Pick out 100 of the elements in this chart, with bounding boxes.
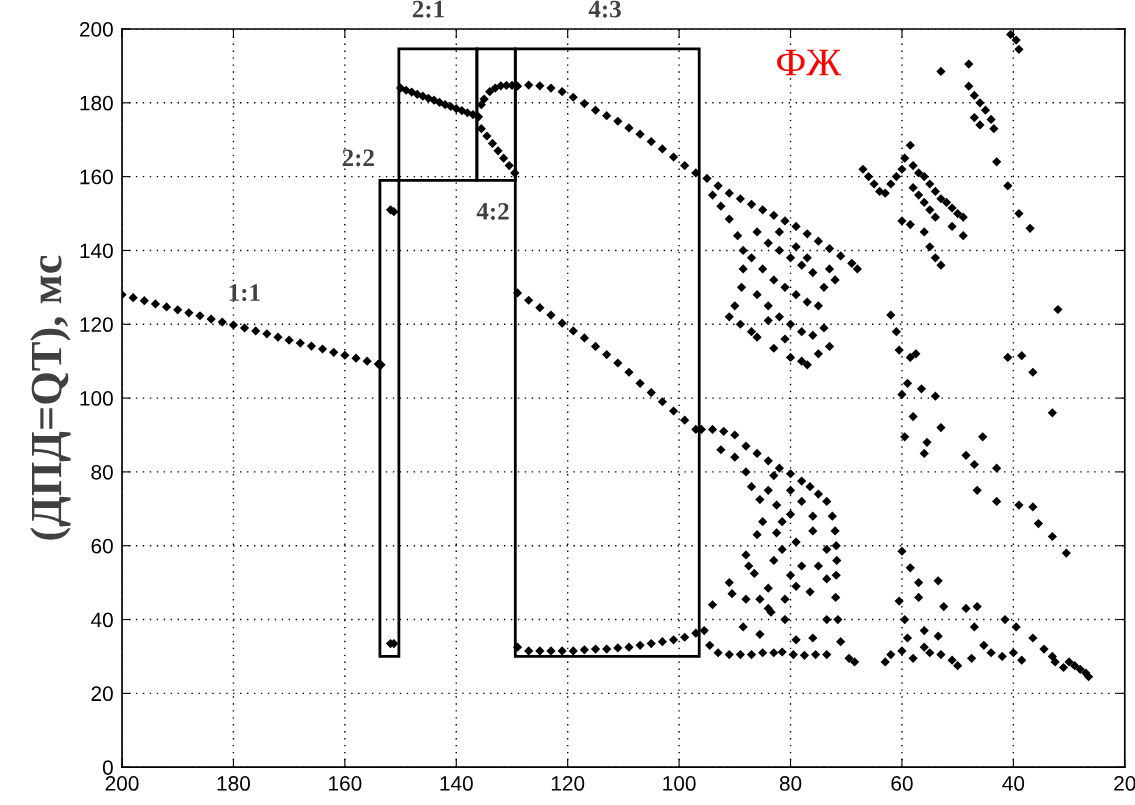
point [953,661,963,671]
point [485,87,495,97]
point [1058,662,1069,673]
point [195,311,205,321]
point [979,640,989,650]
x-tick-label: 200 [105,776,139,791]
y-tick-label: 20 [91,686,113,702]
point [546,646,556,656]
point [579,333,590,343]
annotation: 4:2 [476,202,509,220]
point [894,596,904,606]
point [568,326,578,336]
point [206,314,216,324]
point [482,131,492,141]
point [947,655,957,665]
point [635,129,645,139]
y-tick-label: 40 [90,612,113,628]
point [939,602,949,612]
point [557,318,567,328]
y-tick-label: 140 [80,243,113,259]
point [557,87,567,97]
point [139,296,149,306]
point [914,578,924,588]
point [504,160,514,171]
point [524,646,534,656]
point [473,112,484,122]
x-tick-label: 140 [440,776,473,791]
point [317,344,328,354]
point [510,168,520,178]
point [173,305,183,315]
point [925,648,935,658]
point [499,153,509,163]
point [657,144,667,154]
point [657,637,667,647]
point [284,335,294,345]
point [239,323,250,333]
text: 2:1 [412,0,444,18]
point [487,138,498,149]
point [434,97,445,108]
point [961,603,971,614]
point [897,546,907,556]
point [908,653,918,663]
point [680,632,690,642]
point [1047,651,1057,662]
x-tick-label: 40 [1002,776,1025,791]
point [680,160,690,171]
point [546,83,556,93]
y-tick-label: 0 [102,760,113,775]
point [933,631,943,641]
point [535,303,545,313]
point [590,644,601,654]
point [668,152,679,162]
x-tick-label: 120 [551,776,585,791]
y-tick-label: 80 [91,464,113,480]
point [1064,657,1074,667]
point [228,320,239,330]
point [905,563,915,573]
point [646,387,656,398]
point [646,638,656,649]
point [886,649,896,660]
point [512,642,523,652]
point [997,651,1007,662]
point [635,640,645,650]
point [490,83,500,93]
x-tick-label: 180 [217,776,250,791]
point [1028,633,1038,643]
point [590,341,601,352]
point [1039,644,1049,654]
point [1008,648,1018,658]
point [1000,614,1010,625]
point [579,98,590,109]
point [1070,661,1080,671]
point [493,146,503,156]
point [351,353,361,363]
point [1017,655,1027,665]
y-tick-label: 200 [79,21,113,37]
point [217,317,227,327]
point [691,168,701,178]
point [919,625,929,636]
point [933,576,943,586]
point [602,644,612,654]
point [900,614,910,625]
point [362,356,372,366]
point [691,628,701,638]
point [966,653,977,663]
point [902,633,913,643]
point [395,83,406,93]
point [340,350,350,360]
point [568,646,578,656]
point [128,293,138,303]
point [602,111,612,121]
point [557,646,567,656]
point [914,592,924,602]
point [306,341,317,351]
point [161,302,172,312]
point [880,657,890,667]
point [646,136,656,147]
x-tick-label: 100 [663,776,696,791]
annotation: 1:1 [229,284,260,302]
point [897,646,907,656]
